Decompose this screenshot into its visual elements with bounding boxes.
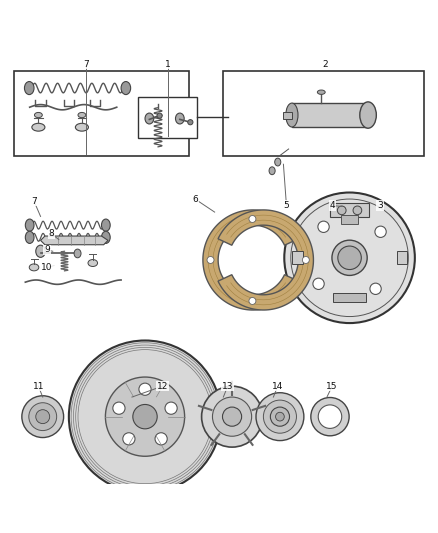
Ellipse shape xyxy=(275,158,281,166)
Circle shape xyxy=(353,206,362,215)
Ellipse shape xyxy=(176,113,184,124)
Text: 15: 15 xyxy=(326,382,338,391)
Circle shape xyxy=(165,402,177,414)
Text: 8: 8 xyxy=(49,229,54,238)
Text: 7: 7 xyxy=(83,60,89,69)
Text: 4: 4 xyxy=(329,201,335,210)
Circle shape xyxy=(22,396,64,438)
Bar xyxy=(396,251,407,264)
Polygon shape xyxy=(41,236,108,245)
Circle shape xyxy=(370,283,381,294)
Bar xyxy=(14,71,188,156)
Ellipse shape xyxy=(188,119,193,125)
Circle shape xyxy=(249,297,256,304)
Ellipse shape xyxy=(25,231,34,244)
Circle shape xyxy=(318,405,342,429)
Ellipse shape xyxy=(102,219,110,231)
Circle shape xyxy=(318,221,329,232)
Circle shape xyxy=(263,400,297,433)
Ellipse shape xyxy=(102,231,110,244)
Bar xyxy=(292,251,303,264)
Circle shape xyxy=(337,206,346,215)
Ellipse shape xyxy=(78,112,86,118)
Ellipse shape xyxy=(145,113,154,124)
Circle shape xyxy=(29,403,57,431)
Text: 5: 5 xyxy=(283,201,290,210)
Bar xyxy=(223,71,424,156)
Circle shape xyxy=(311,398,349,436)
Ellipse shape xyxy=(36,245,46,257)
Circle shape xyxy=(123,433,135,445)
Ellipse shape xyxy=(25,219,34,231)
Circle shape xyxy=(113,402,125,414)
Circle shape xyxy=(223,407,242,426)
Circle shape xyxy=(249,215,256,222)
Ellipse shape xyxy=(88,260,98,266)
Circle shape xyxy=(338,246,361,270)
Bar xyxy=(341,215,358,224)
Circle shape xyxy=(261,215,268,222)
Polygon shape xyxy=(218,210,314,310)
Ellipse shape xyxy=(32,123,45,131)
Circle shape xyxy=(69,341,221,493)
Bar xyxy=(283,111,292,118)
Text: 9: 9 xyxy=(44,246,50,254)
Circle shape xyxy=(284,192,415,323)
Text: 11: 11 xyxy=(33,382,44,391)
Circle shape xyxy=(139,383,151,395)
Ellipse shape xyxy=(157,113,162,118)
Text: 1: 1 xyxy=(165,60,170,69)
Bar xyxy=(292,103,368,127)
Circle shape xyxy=(302,256,309,263)
Bar xyxy=(138,97,197,138)
Circle shape xyxy=(106,377,185,456)
Ellipse shape xyxy=(360,102,376,128)
Circle shape xyxy=(375,226,386,237)
Text: 12: 12 xyxy=(157,382,168,391)
Ellipse shape xyxy=(74,249,81,258)
Circle shape xyxy=(332,240,367,276)
Circle shape xyxy=(212,397,252,436)
Circle shape xyxy=(133,405,157,429)
Text: 13: 13 xyxy=(222,382,233,391)
Text: 3: 3 xyxy=(377,201,383,210)
Circle shape xyxy=(36,410,49,424)
Text: 2: 2 xyxy=(323,60,328,69)
Circle shape xyxy=(155,433,167,445)
Ellipse shape xyxy=(25,82,34,94)
Circle shape xyxy=(201,386,262,447)
Circle shape xyxy=(207,256,214,263)
Ellipse shape xyxy=(286,103,298,127)
Ellipse shape xyxy=(318,90,325,94)
Ellipse shape xyxy=(29,264,39,271)
Circle shape xyxy=(256,393,304,441)
Circle shape xyxy=(276,413,284,421)
Circle shape xyxy=(270,407,290,426)
Text: 6: 6 xyxy=(192,195,198,204)
Polygon shape xyxy=(203,210,298,310)
Circle shape xyxy=(261,297,268,304)
Bar xyxy=(330,204,369,217)
Ellipse shape xyxy=(35,112,42,118)
Text: 7: 7 xyxy=(31,197,37,206)
Ellipse shape xyxy=(269,167,275,175)
Ellipse shape xyxy=(121,82,131,94)
Bar xyxy=(333,293,366,302)
Text: 10: 10 xyxy=(41,263,53,272)
Circle shape xyxy=(313,278,324,289)
Text: 14: 14 xyxy=(272,382,283,391)
Ellipse shape xyxy=(75,123,88,131)
